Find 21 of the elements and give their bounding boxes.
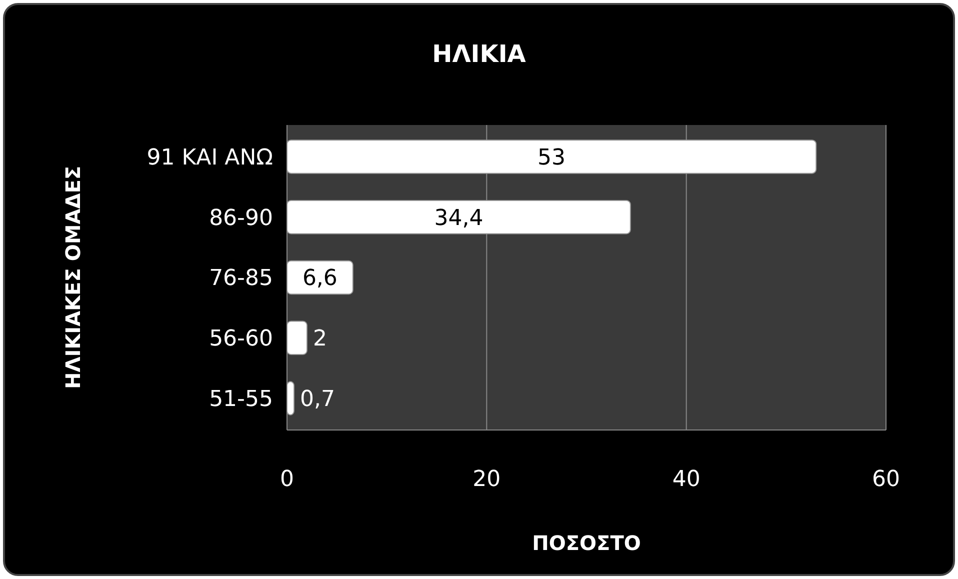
bar	[286, 200, 631, 234]
y-axis-title: ΗΛΙΚΙΑΚΕΣ ΟΜΑΔΕΣ	[61, 166, 85, 390]
y-tick-label: 51-55	[209, 386, 273, 412]
y-tick-label: 76-85	[209, 266, 273, 292]
bar	[286, 381, 294, 416]
bar	[286, 140, 817, 174]
chart-title: ΗΛΙΚΙΑ	[432, 40, 526, 68]
y-tick-label: 86-90	[209, 206, 273, 231]
x-tick-label: 0	[280, 467, 294, 492]
data-label: 2	[312, 326, 327, 352]
x-tick-label: 40	[672, 467, 700, 492]
y-tick-label: 91 ΚΑΙ ΑΝΩ	[146, 145, 273, 170]
data-label: 34,4	[434, 206, 484, 231]
x-axis-title: ΠΟΣΟΣΤΟ	[532, 531, 641, 555]
bar	[286, 320, 308, 356]
data-label: 6,6	[302, 266, 338, 292]
data-label: 53	[538, 145, 566, 170]
data-label: 0,7	[300, 386, 335, 412]
y-tick-label: 56-60	[209, 326, 273, 352]
x-tick-label: 60	[872, 467, 900, 492]
x-tick-label: 20	[472, 467, 501, 492]
